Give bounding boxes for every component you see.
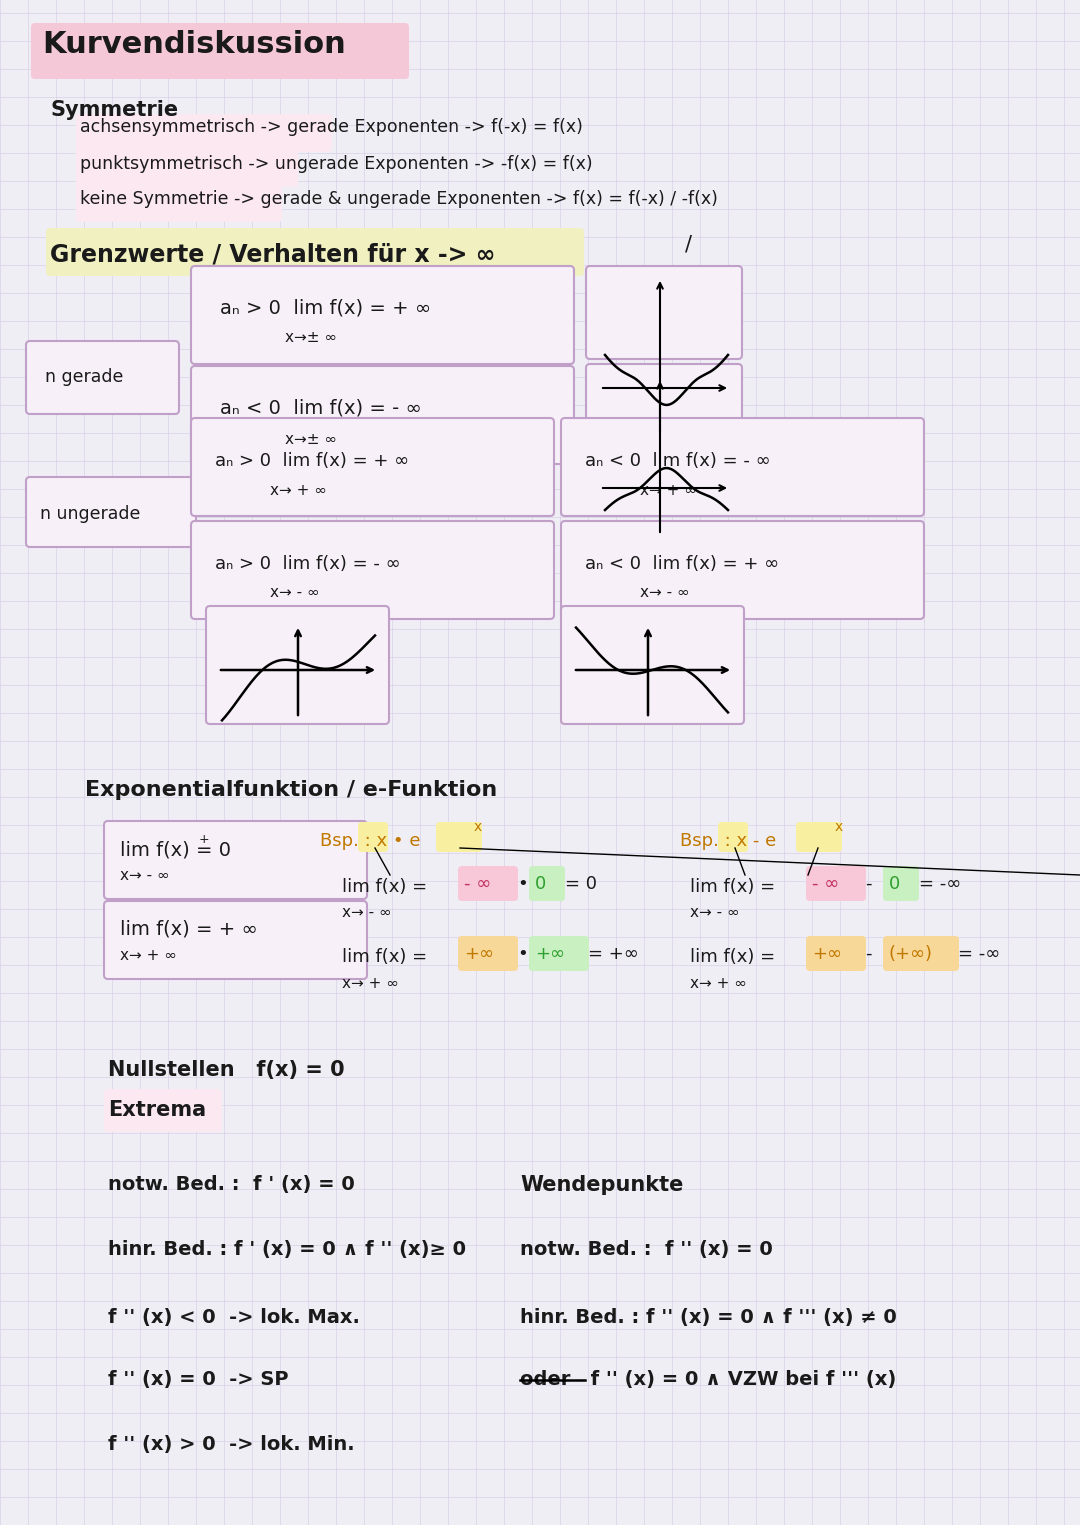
FancyBboxPatch shape [31,23,409,79]
Text: Bsp. : x - e: Bsp. : x - e [680,833,777,849]
FancyBboxPatch shape [806,866,866,901]
Text: aₙ < 0  lim f(x) = - ∞: aₙ < 0 lim f(x) = - ∞ [220,398,422,416]
Text: x→ - ∞: x→ - ∞ [270,586,320,599]
Text: x→ - ∞: x→ - ∞ [690,904,740,920]
Text: aₙ > 0  lim f(x) = - ∞: aₙ > 0 lim f(x) = - ∞ [215,555,401,573]
Text: - ∞: - ∞ [464,875,491,894]
Text: = -∞: = -∞ [919,875,961,894]
Text: •: • [517,875,528,894]
Text: +∞: +∞ [535,946,565,962]
Text: aₙ > 0  lim f(x) = + ∞: aₙ > 0 lim f(x) = + ∞ [220,297,431,317]
Text: +∞: +∞ [464,946,494,962]
Text: f '' (x) = 0  -> SP: f '' (x) = 0 -> SP [108,1369,288,1389]
Text: Wendepunkte: Wendepunkte [519,1174,684,1196]
FancyBboxPatch shape [26,477,195,547]
FancyBboxPatch shape [883,936,959,971]
FancyBboxPatch shape [104,820,367,900]
FancyBboxPatch shape [46,229,584,276]
Text: x→ - ∞: x→ - ∞ [342,904,392,920]
FancyBboxPatch shape [206,605,389,724]
Text: Bsp. : x • e: Bsp. : x • e [320,833,420,849]
FancyBboxPatch shape [436,822,482,852]
FancyBboxPatch shape [586,364,742,461]
Text: Extrema: Extrema [108,1100,206,1119]
FancyBboxPatch shape [586,265,742,358]
Text: x→ + ∞: x→ + ∞ [120,949,177,962]
FancyBboxPatch shape [561,605,744,724]
FancyBboxPatch shape [796,822,842,852]
Text: = -∞: = -∞ [958,946,1000,962]
Text: x: x [474,820,483,834]
Text: f '' (x) < 0  -> lok. Max.: f '' (x) < 0 -> lok. Max. [108,1308,360,1327]
Text: aₙ < 0  lim f(x) = - ∞: aₙ < 0 lim f(x) = - ∞ [585,451,771,470]
Text: keine Symmetrie -> gerade & ungerade Exponenten -> f(x) = f(-x) / -f(x): keine Symmetrie -> gerade & ungerade Exp… [80,191,718,207]
Text: notw. Bed. :  f ' (x) = 0: notw. Bed. : f ' (x) = 0 [108,1174,354,1194]
Text: Exponentialfunktion / e-Funktion: Exponentialfunktion / e-Funktion [85,779,497,801]
Text: - ∞: - ∞ [812,875,839,894]
FancyBboxPatch shape [191,366,573,464]
Text: = 0: = 0 [565,875,597,894]
Text: -: - [866,875,878,894]
Text: Grenzwerte / Verhalten für x -> ∞: Grenzwerte / Verhalten für x -> ∞ [50,242,496,265]
Text: x: x [835,820,843,834]
Text: Kurvendiskussion: Kurvendiskussion [42,30,346,59]
Text: x→ + ∞: x→ + ∞ [270,483,327,499]
Text: notw. Bed. :  f '' (x) = 0: notw. Bed. : f '' (x) = 0 [519,1240,773,1260]
FancyBboxPatch shape [458,936,518,971]
Text: n ungerade: n ungerade [40,505,140,523]
FancyBboxPatch shape [357,822,388,852]
FancyBboxPatch shape [458,866,518,901]
Text: Nullstellen   f(x) = 0: Nullstellen f(x) = 0 [108,1060,345,1080]
FancyBboxPatch shape [26,342,179,413]
FancyBboxPatch shape [76,149,298,188]
FancyBboxPatch shape [104,901,367,979]
FancyBboxPatch shape [76,185,282,223]
Text: lim f(x) =: lim f(x) = [690,949,781,965]
FancyBboxPatch shape [191,265,573,364]
Text: x→± ∞: x→± ∞ [285,432,337,447]
Text: x→ + ∞: x→ + ∞ [640,483,697,499]
Text: +: + [199,833,210,846]
Text: achsensymmetrisch -> gerade Exponenten -> f(-x) = f(x): achsensymmetrisch -> gerade Exponenten -… [80,117,583,136]
Text: lim f(x) = + ∞: lim f(x) = + ∞ [120,920,258,939]
Text: lim f(x) =: lim f(x) = [342,878,433,897]
Text: Symmetrie: Symmetrie [50,101,178,120]
FancyBboxPatch shape [191,522,554,619]
Text: punktsymmetrisch -> ungerade Exponenten -> -f(x) = f(x): punktsymmetrisch -> ungerade Exponenten … [80,156,593,172]
Text: x→ - ∞: x→ - ∞ [640,586,690,599]
FancyBboxPatch shape [529,936,589,971]
Text: +∞: +∞ [812,946,842,962]
FancyBboxPatch shape [191,418,554,515]
Text: x→ - ∞: x→ - ∞ [120,868,170,883]
Text: /: / [685,235,692,255]
Text: 0: 0 [889,875,901,894]
FancyBboxPatch shape [561,418,924,515]
Text: hinr. Bed. : f '' (x) = 0 ∧ f ''' (x) ≠ 0: hinr. Bed. : f '' (x) = 0 ∧ f ''' (x) ≠ … [519,1308,896,1327]
Text: (+∞): (+∞) [889,946,933,962]
Text: lim f(x) =: lim f(x) = [342,949,433,965]
FancyBboxPatch shape [76,114,332,152]
Text: lim f(x) = 0: lim f(x) = 0 [120,840,231,859]
FancyBboxPatch shape [883,866,919,901]
Text: 0: 0 [535,875,546,894]
Text: f '' (x) > 0  -> lok. Min.: f '' (x) > 0 -> lok. Min. [108,1435,354,1453]
Text: n gerade: n gerade [45,368,123,386]
Text: hinr. Bed. : f ' (x) = 0 ∧ f '' (x)≥ 0: hinr. Bed. : f ' (x) = 0 ∧ f '' (x)≥ 0 [108,1240,465,1260]
Text: -: - [866,946,878,962]
FancyBboxPatch shape [104,1089,222,1132]
FancyBboxPatch shape [806,936,866,971]
FancyBboxPatch shape [561,522,924,619]
Text: x→± ∞: x→± ∞ [285,329,337,345]
Text: x→ + ∞: x→ + ∞ [690,976,747,991]
Text: oder   f '' (x) = 0 ∧ VZW bei f ''' (x): oder f '' (x) = 0 ∧ VZW bei f ''' (x) [519,1369,896,1389]
Text: aₙ < 0  lim f(x) = + ∞: aₙ < 0 lim f(x) = + ∞ [585,555,779,573]
Text: x→ + ∞: x→ + ∞ [342,976,399,991]
Text: aₙ > 0  lim f(x) = + ∞: aₙ > 0 lim f(x) = + ∞ [215,451,409,470]
FancyBboxPatch shape [718,822,748,852]
Text: lim f(x) =: lim f(x) = [690,878,781,897]
Text: = +∞: = +∞ [588,946,638,962]
FancyBboxPatch shape [529,866,565,901]
Text: •: • [517,946,528,962]
